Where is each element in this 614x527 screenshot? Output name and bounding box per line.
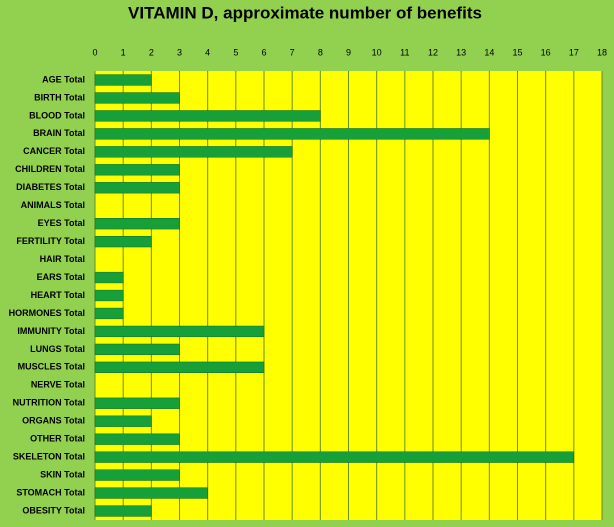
bar bbox=[94, 505, 152, 517]
bar bbox=[94, 307, 124, 320]
bar bbox=[94, 182, 180, 194]
x-tick-label: 7 bbox=[290, 47, 295, 57]
y-tick-label: STOMACH Total bbox=[16, 487, 85, 497]
bar bbox=[94, 487, 208, 499]
x-tick-label: 14 bbox=[484, 47, 494, 57]
bar bbox=[94, 128, 490, 140]
y-tick-label: OTHER Total bbox=[30, 434, 85, 444]
y-tick-label: EARS Total bbox=[37, 272, 85, 282]
bar bbox=[94, 469, 180, 481]
bar bbox=[94, 235, 152, 248]
x-tick-label: 18 bbox=[597, 47, 607, 57]
bar bbox=[94, 289, 124, 302]
y-tick-label: BRAIN Total bbox=[33, 128, 85, 138]
y-tick-label: SKIN Total bbox=[40, 469, 85, 479]
x-tick-label: 1 bbox=[121, 47, 126, 57]
x-tick-label: 6 bbox=[261, 47, 266, 57]
x-tick-label: 4 bbox=[205, 47, 210, 57]
x-tick-label: 17 bbox=[569, 47, 579, 57]
bar bbox=[94, 164, 180, 176]
y-tick-label: IMMUNITY Total bbox=[17, 326, 85, 336]
y-tick-label: SKELETON Total bbox=[13, 452, 85, 462]
x-tick-label: 13 bbox=[456, 47, 466, 57]
bar bbox=[94, 146, 293, 158]
y-tick-label: NERVE Total bbox=[31, 380, 85, 390]
x-tick-label: 16 bbox=[541, 47, 551, 57]
x-tick-label: 11 bbox=[400, 47, 409, 57]
y-tick-label: OBESITY Total bbox=[22, 505, 85, 515]
y-tick-label: DIABETES Total bbox=[16, 182, 85, 192]
y-tick-label: FERTILITY Total bbox=[16, 236, 85, 246]
x-tick-label: 3 bbox=[177, 47, 182, 57]
y-tick-label: ORGANS Total bbox=[22, 416, 85, 426]
y-tick-label: HORMONES Total bbox=[9, 308, 85, 318]
x-tick-label: 8 bbox=[318, 47, 323, 57]
x-tick-label: 2 bbox=[149, 47, 154, 57]
bar bbox=[94, 397, 180, 409]
bar bbox=[94, 361, 265, 373]
y-tick-label: BLOOD Total bbox=[29, 110, 85, 120]
y-tick-label: AGE Total bbox=[42, 74, 85, 84]
y-tick-label: EYES Total bbox=[38, 218, 85, 228]
bar bbox=[94, 271, 124, 284]
x-tick-label: 0 bbox=[92, 47, 97, 57]
bar bbox=[94, 218, 180, 230]
y-tick-label: CANCER Total bbox=[23, 146, 85, 156]
bar bbox=[94, 92, 180, 104]
bar bbox=[94, 451, 575, 463]
y-tick-label: HEART Total bbox=[31, 290, 85, 300]
bar bbox=[94, 343, 180, 356]
y-tick-label: MUSCLES Total bbox=[18, 362, 85, 372]
bar bbox=[94, 433, 180, 445]
bar bbox=[94, 110, 321, 122]
bar bbox=[94, 74, 152, 86]
x-tick-label: 10 bbox=[372, 47, 382, 57]
y-tick-label: ANIMALS Total bbox=[21, 200, 85, 210]
x-tick-label: 9 bbox=[346, 47, 351, 57]
y-tick-label: HAIR Total bbox=[40, 254, 85, 264]
y-tick-label: NUTRITION Total bbox=[13, 398, 85, 408]
x-tick-label: 15 bbox=[512, 47, 522, 57]
y-tick-label: BIRTH Total bbox=[34, 92, 85, 102]
x-tick-label: 5 bbox=[233, 47, 238, 57]
y-tick-label: LUNGS Total bbox=[30, 344, 85, 354]
bar bbox=[94, 325, 265, 338]
y-tick-label: CHILDREN Total bbox=[15, 164, 85, 174]
x-tick-label: 12 bbox=[428, 47, 438, 57]
bar bbox=[94, 415, 152, 427]
chart-title: VITAMIN D, approximate number of benefit… bbox=[128, 3, 482, 22]
